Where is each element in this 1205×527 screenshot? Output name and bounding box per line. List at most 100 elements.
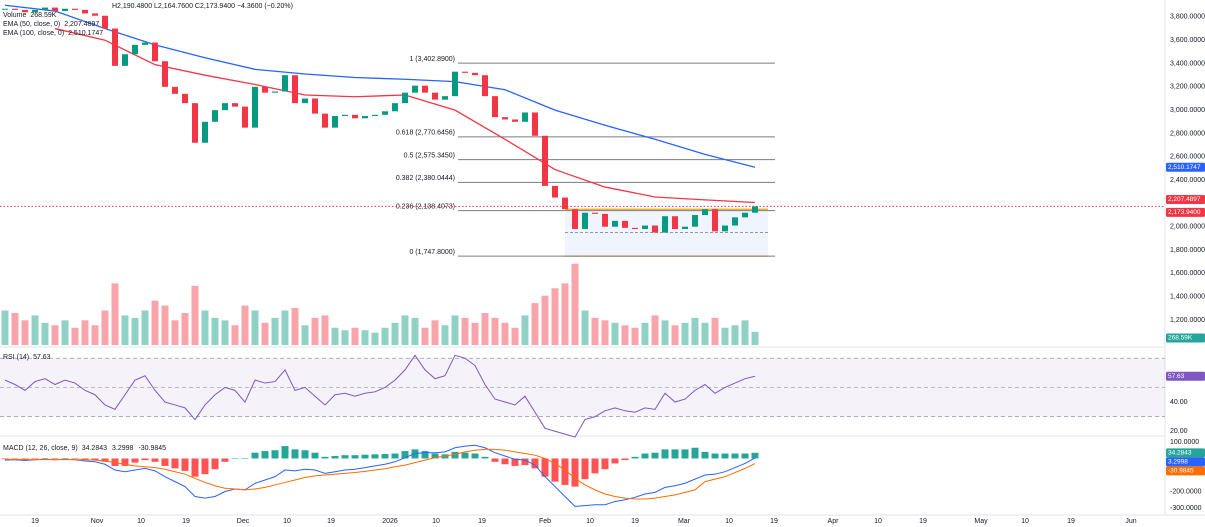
x-tick-label: 2026: [382, 518, 398, 525]
volume-bar: [621, 325, 629, 345]
candle-body: [2, 8, 8, 10]
candle-body: [522, 112, 528, 122]
x-tick-label: 19: [919, 518, 927, 525]
macd-histogram: [271, 450, 279, 459]
legend-value: 268.59K: [30, 12, 56, 19]
fib-label: 0.618 (2,770.6456): [396, 130, 455, 137]
macd-histogram: [301, 450, 309, 459]
volume-bar: [341, 330, 349, 345]
candle-body: [102, 15, 108, 29]
macd-histogram: [181, 458, 189, 471]
candle-body: [352, 114, 358, 119]
x-tick-label: 10: [874, 518, 882, 525]
candle-body: [462, 71, 468, 73]
macd-histogram: [211, 458, 219, 470]
candle-body: [492, 96, 498, 118]
macd-histogram: [261, 451, 269, 459]
macd-histogram: [581, 458, 589, 480]
volume-bar: [261, 322, 269, 345]
volume-bar: [401, 315, 409, 345]
candle-body: [682, 226, 688, 230]
x-tick-label: 19: [770, 518, 778, 525]
volume-bar: [171, 320, 179, 345]
volume-bar: [331, 327, 339, 345]
candle-body: [742, 212, 748, 218]
candle-body: [122, 54, 128, 66]
candle-body: [572, 209, 578, 230]
macd-histogram: [641, 453, 649, 459]
x-tick-label: 10: [586, 518, 594, 525]
x-tick-label: 19: [31, 518, 39, 525]
volume-bar: [471, 322, 479, 345]
macd-histogram: [511, 458, 519, 466]
macd-histogram: [91, 458, 99, 461]
legend-value: -30.9845: [138, 445, 166, 452]
candle-body: [342, 114, 348, 116]
macd-histogram: [101, 458, 109, 462]
candle-body: [632, 227, 638, 230]
candle-body: [502, 117, 508, 120]
volume-bar: [541, 295, 549, 345]
volume-bar: [461, 317, 469, 345]
fib-label: 0 (1,747.8000): [409, 249, 455, 256]
candle-body: [272, 91, 278, 93]
volume-bar: [651, 315, 659, 345]
candle-body: [722, 225, 728, 232]
volume-bar: [151, 300, 159, 345]
y-tick-label: 20.00: [1170, 428, 1188, 435]
price-tag: [1166, 371, 1205, 381]
macd-histogram: [731, 453, 739, 459]
price-tag-label: -30.9845: [1168, 468, 1194, 475]
x-tick-label: 10: [137, 518, 145, 525]
volume-bar: [681, 322, 689, 345]
price-tag-label: 3.2998: [1168, 459, 1188, 466]
y-tick-label: 2,400.0000: [1170, 177, 1205, 184]
volume-bar: [281, 310, 289, 345]
candle-body: [592, 212, 598, 214]
volume-bar: [641, 322, 649, 345]
volume-bar: [671, 325, 679, 345]
macd-histogram: [701, 451, 709, 459]
candle-body: [222, 103, 228, 111]
volume-bar: [601, 320, 609, 345]
volume-bar: [521, 315, 529, 345]
volume-bar: [31, 315, 39, 345]
signal-line: [4, 448, 756, 500]
candle-body: [242, 106, 248, 128]
volume-bar: [41, 322, 49, 345]
candle-body: [62, 8, 68, 12]
price-tag-label: 34.2843: [1168, 450, 1192, 457]
x-tick-label: 19: [478, 518, 486, 525]
candle-body: [442, 96, 448, 100]
legend-name: RSI (14): [3, 354, 29, 361]
candle-body: [382, 111, 388, 115]
candle-body: [582, 212, 588, 230]
candle-body: [302, 98, 308, 104]
candle-body: [472, 72, 478, 76]
macd-histogram: [241, 458, 249, 459]
volume-bar: [221, 320, 229, 345]
volume-bar: [311, 317, 319, 345]
candle-body: [692, 215, 698, 227]
macd-histogram: [251, 452, 259, 459]
macd-histogram: [11, 458, 19, 459]
candle-body: [362, 115, 368, 119]
candle-body: [72, 8, 78, 10]
macd-histogram: [311, 452, 319, 459]
volume-bar: [51, 325, 59, 345]
macd-histogram: [671, 449, 679, 459]
x-tick-label: 10: [1021, 518, 1029, 525]
candle-body: [552, 185, 558, 198]
volume-bar: [71, 327, 79, 345]
candle-body: [372, 114, 378, 116]
macd-histogram: [651, 452, 659, 459]
candle-body: [152, 42, 158, 62]
legend-name: Volume: [3, 12, 26, 19]
macd-histogram: [41, 458, 49, 459]
candle-body: [162, 61, 168, 87]
volume-bar: [381, 327, 389, 345]
macd-histogram: [321, 456, 329, 459]
rsi-line: [4, 354, 756, 438]
macd-histogram: [601, 458, 609, 470]
